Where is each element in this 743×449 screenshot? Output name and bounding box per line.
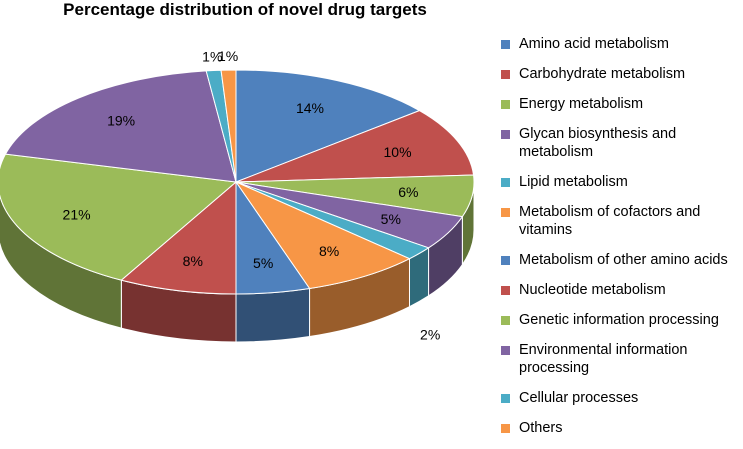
legend-swatch-1 <box>501 40 510 49</box>
legend-item-2: Carbohydrate metabolism <box>497 65 743 83</box>
legend-label-4: Glycan biosynthesis and metabolism <box>519 126 677 160</box>
pie-slice-1 <box>235 69 421 183</box>
data-label-10: 19% <box>107 113 135 129</box>
legend-label-2: Carbohydrate metabolism <box>519 66 686 82</box>
legend-item-5: Lipid metabolism <box>497 173 743 191</box>
legend-swatch-7 <box>501 256 510 265</box>
legend-swatch-8 <box>501 286 510 295</box>
data-label-7: 5% <box>253 255 273 271</box>
data-label-9: 21% <box>63 206 91 222</box>
data-label-12: 1% <box>218 48 238 64</box>
legend-swatch-5 <box>501 178 510 187</box>
data-label-1: 14% <box>296 100 324 116</box>
chart-title: Percentage distribution of novel drug ta… <box>63 0 427 19</box>
legend-label-6: Metabolism of cofactors and vitamins <box>519 204 701 238</box>
legend-item-9: Genetic information processing <box>497 311 743 329</box>
data-label-11: 1% <box>202 49 222 65</box>
pie-slice-10 <box>4 70 237 183</box>
data-label-6: 8% <box>319 243 339 259</box>
legend-label-1: Amino acid metabolism <box>519 36 669 52</box>
legend-swatch-12 <box>501 424 510 433</box>
legend-item-10: Environmental information processing <box>497 341 743 377</box>
pie-slice-side-7 <box>235 287 311 343</box>
legend-item-11: Cellular processes <box>497 389 743 407</box>
pie-slice-6 <box>234 180 411 290</box>
legend-item-7: Metabolism of other amino acids <box>497 251 743 269</box>
legend-swatch-9 <box>501 316 510 325</box>
data-label-5: 2% <box>420 326 440 342</box>
legend-label-7: Metabolism of other amino acids <box>519 252 728 268</box>
legend-label-10: Environmental information processing <box>519 342 688 376</box>
legend-swatch-10 <box>501 346 510 355</box>
legend-swatch-6 <box>501 208 510 217</box>
legend-swatch-4 <box>501 130 510 139</box>
legend-label-11: Cellular processes <box>519 390 639 406</box>
chart-legend: Amino acid metabolism Carbohydrate metabo… <box>497 35 743 449</box>
legend-item-12: Others <box>497 419 743 437</box>
legend-item-1: Amino acid metabolism <box>497 35 743 53</box>
legend-swatch-2 <box>501 70 510 79</box>
data-label-2: 10% <box>384 144 412 160</box>
pie-slice-12 <box>220 69 237 183</box>
legend-label-9: Genetic information processing <box>519 312 719 328</box>
legend-item-4: Glycan biosynthesis and metabolism <box>497 125 743 161</box>
pie-chart: 14% 10% 6% 5% 2% 8% 5% 8% 21% 19% 1%1% <box>0 48 475 343</box>
legend-label-12: Others <box>519 420 563 436</box>
data-label-3: 6% <box>398 184 418 200</box>
pie-slice-2 <box>235 110 475 183</box>
pie-slice-8 <box>120 180 237 295</box>
legend-label-3: Energy metabolism <box>519 96 644 112</box>
legend-item-3: Energy metabolism <box>497 95 743 113</box>
legend-label-8: Nucleotide metabolism <box>519 282 666 298</box>
data-label-8: 8% <box>183 253 203 269</box>
legend-label-5: Lipid metabolism <box>519 174 628 190</box>
legend-swatch-11 <box>501 394 510 403</box>
pie-slice-9 <box>0 153 238 281</box>
legend-item-6: Metabolism of cofactors and vitamins <box>497 203 743 239</box>
legend-swatch-3 <box>501 100 510 109</box>
data-label-4: 5% <box>381 211 401 227</box>
legend-item-8: Nucleotide metabolism <box>497 281 743 299</box>
